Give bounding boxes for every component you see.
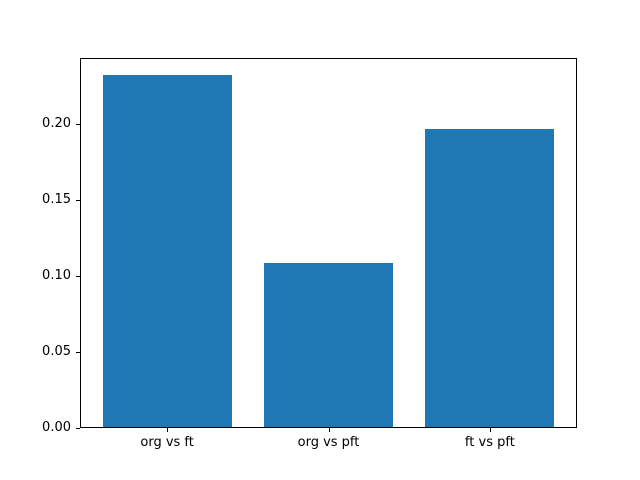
y-tick-label: 0.20 <box>42 116 71 132</box>
y-tick-mark <box>76 428 80 429</box>
y-tick-mark <box>76 200 80 202</box>
x-tick-label: ft vs pft <box>464 435 515 450</box>
x-tick-label: org vs pft <box>297 435 360 450</box>
y-tick-mark <box>76 352 80 354</box>
y-tick-mark <box>76 124 80 126</box>
x-tick-mark <box>167 428 169 432</box>
y-tick-label: 0.15 <box>42 192 71 208</box>
bar-org-vs-ft <box>102 74 232 427</box>
y-tick-mark <box>76 276 80 278</box>
plot-area <box>80 58 577 428</box>
x-tick-mark <box>328 428 330 432</box>
x-tick-label: org vs ft <box>140 435 194 450</box>
x-tick-mark <box>489 428 491 432</box>
y-tick-label: 0.00 <box>42 420 71 435</box>
bar-org-vs-pft <box>263 262 394 427</box>
bar-ft-vs-pft <box>425 129 555 427</box>
y-tick-label: 0.05 <box>42 344 71 360</box>
y-tick-label: 0.10 <box>42 268 71 284</box>
